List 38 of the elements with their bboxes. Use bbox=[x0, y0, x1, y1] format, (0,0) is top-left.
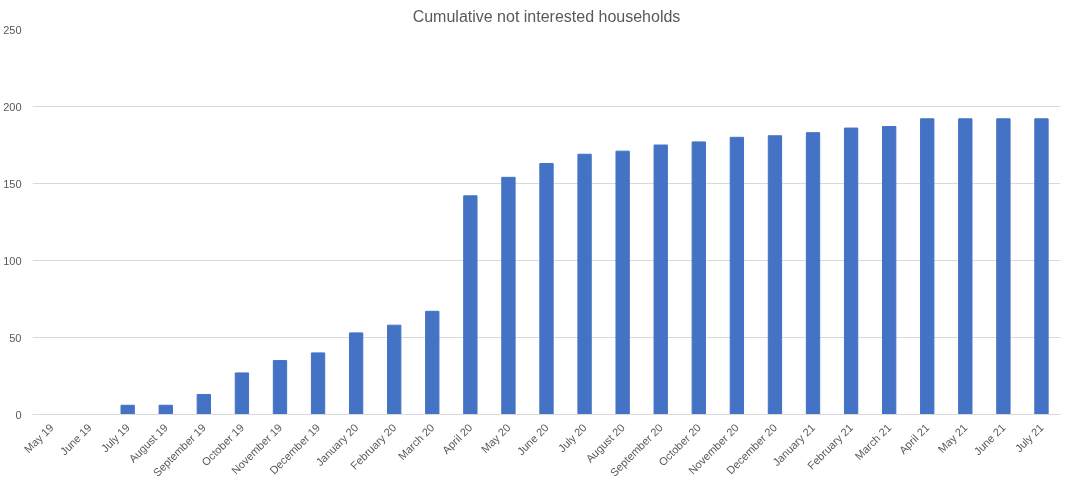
bar bbox=[501, 176, 516, 415]
bar bbox=[158, 404, 173, 415]
x-tick-label: May 21 bbox=[935, 421, 970, 456]
bar bbox=[120, 404, 135, 415]
bar bbox=[805, 132, 821, 415]
bar bbox=[234, 372, 250, 415]
bar bbox=[348, 332, 364, 415]
bar bbox=[615, 150, 630, 415]
bar bbox=[653, 144, 668, 415]
y-tick-label: 0 bbox=[15, 408, 22, 421]
bar bbox=[996, 118, 1011, 415]
bar bbox=[920, 118, 935, 415]
x-tick-label: July 20 bbox=[555, 421, 589, 455]
bar bbox=[882, 126, 897, 415]
y-tick-label: 250 bbox=[3, 23, 22, 36]
bar bbox=[767, 135, 783, 415]
bar bbox=[310, 352, 326, 415]
bar bbox=[425, 310, 440, 415]
bar bbox=[196, 393, 211, 415]
bar bbox=[387, 324, 402, 415]
x-tick-label: July 19 bbox=[98, 421, 132, 455]
bar bbox=[729, 136, 745, 415]
y-tick-label: 50 bbox=[9, 331, 22, 344]
bar bbox=[272, 360, 288, 415]
bar bbox=[691, 141, 706, 415]
bar bbox=[1034, 118, 1049, 415]
bar bbox=[539, 162, 554, 415]
x-tick-label: July 21 bbox=[1012, 421, 1046, 455]
bar bbox=[843, 127, 859, 415]
y-tick-label: 200 bbox=[3, 100, 22, 113]
bar bbox=[463, 195, 478, 415]
x-tick-label: May 19 bbox=[21, 421, 56, 456]
y-tick-label: 150 bbox=[3, 177, 22, 190]
bar bbox=[577, 153, 592, 415]
y-tick-label: 100 bbox=[3, 254, 22, 267]
bar bbox=[958, 118, 973, 415]
x-tick-label: May 20 bbox=[478, 421, 513, 456]
chart-title: Cumulative not interested households bbox=[412, 7, 681, 25]
